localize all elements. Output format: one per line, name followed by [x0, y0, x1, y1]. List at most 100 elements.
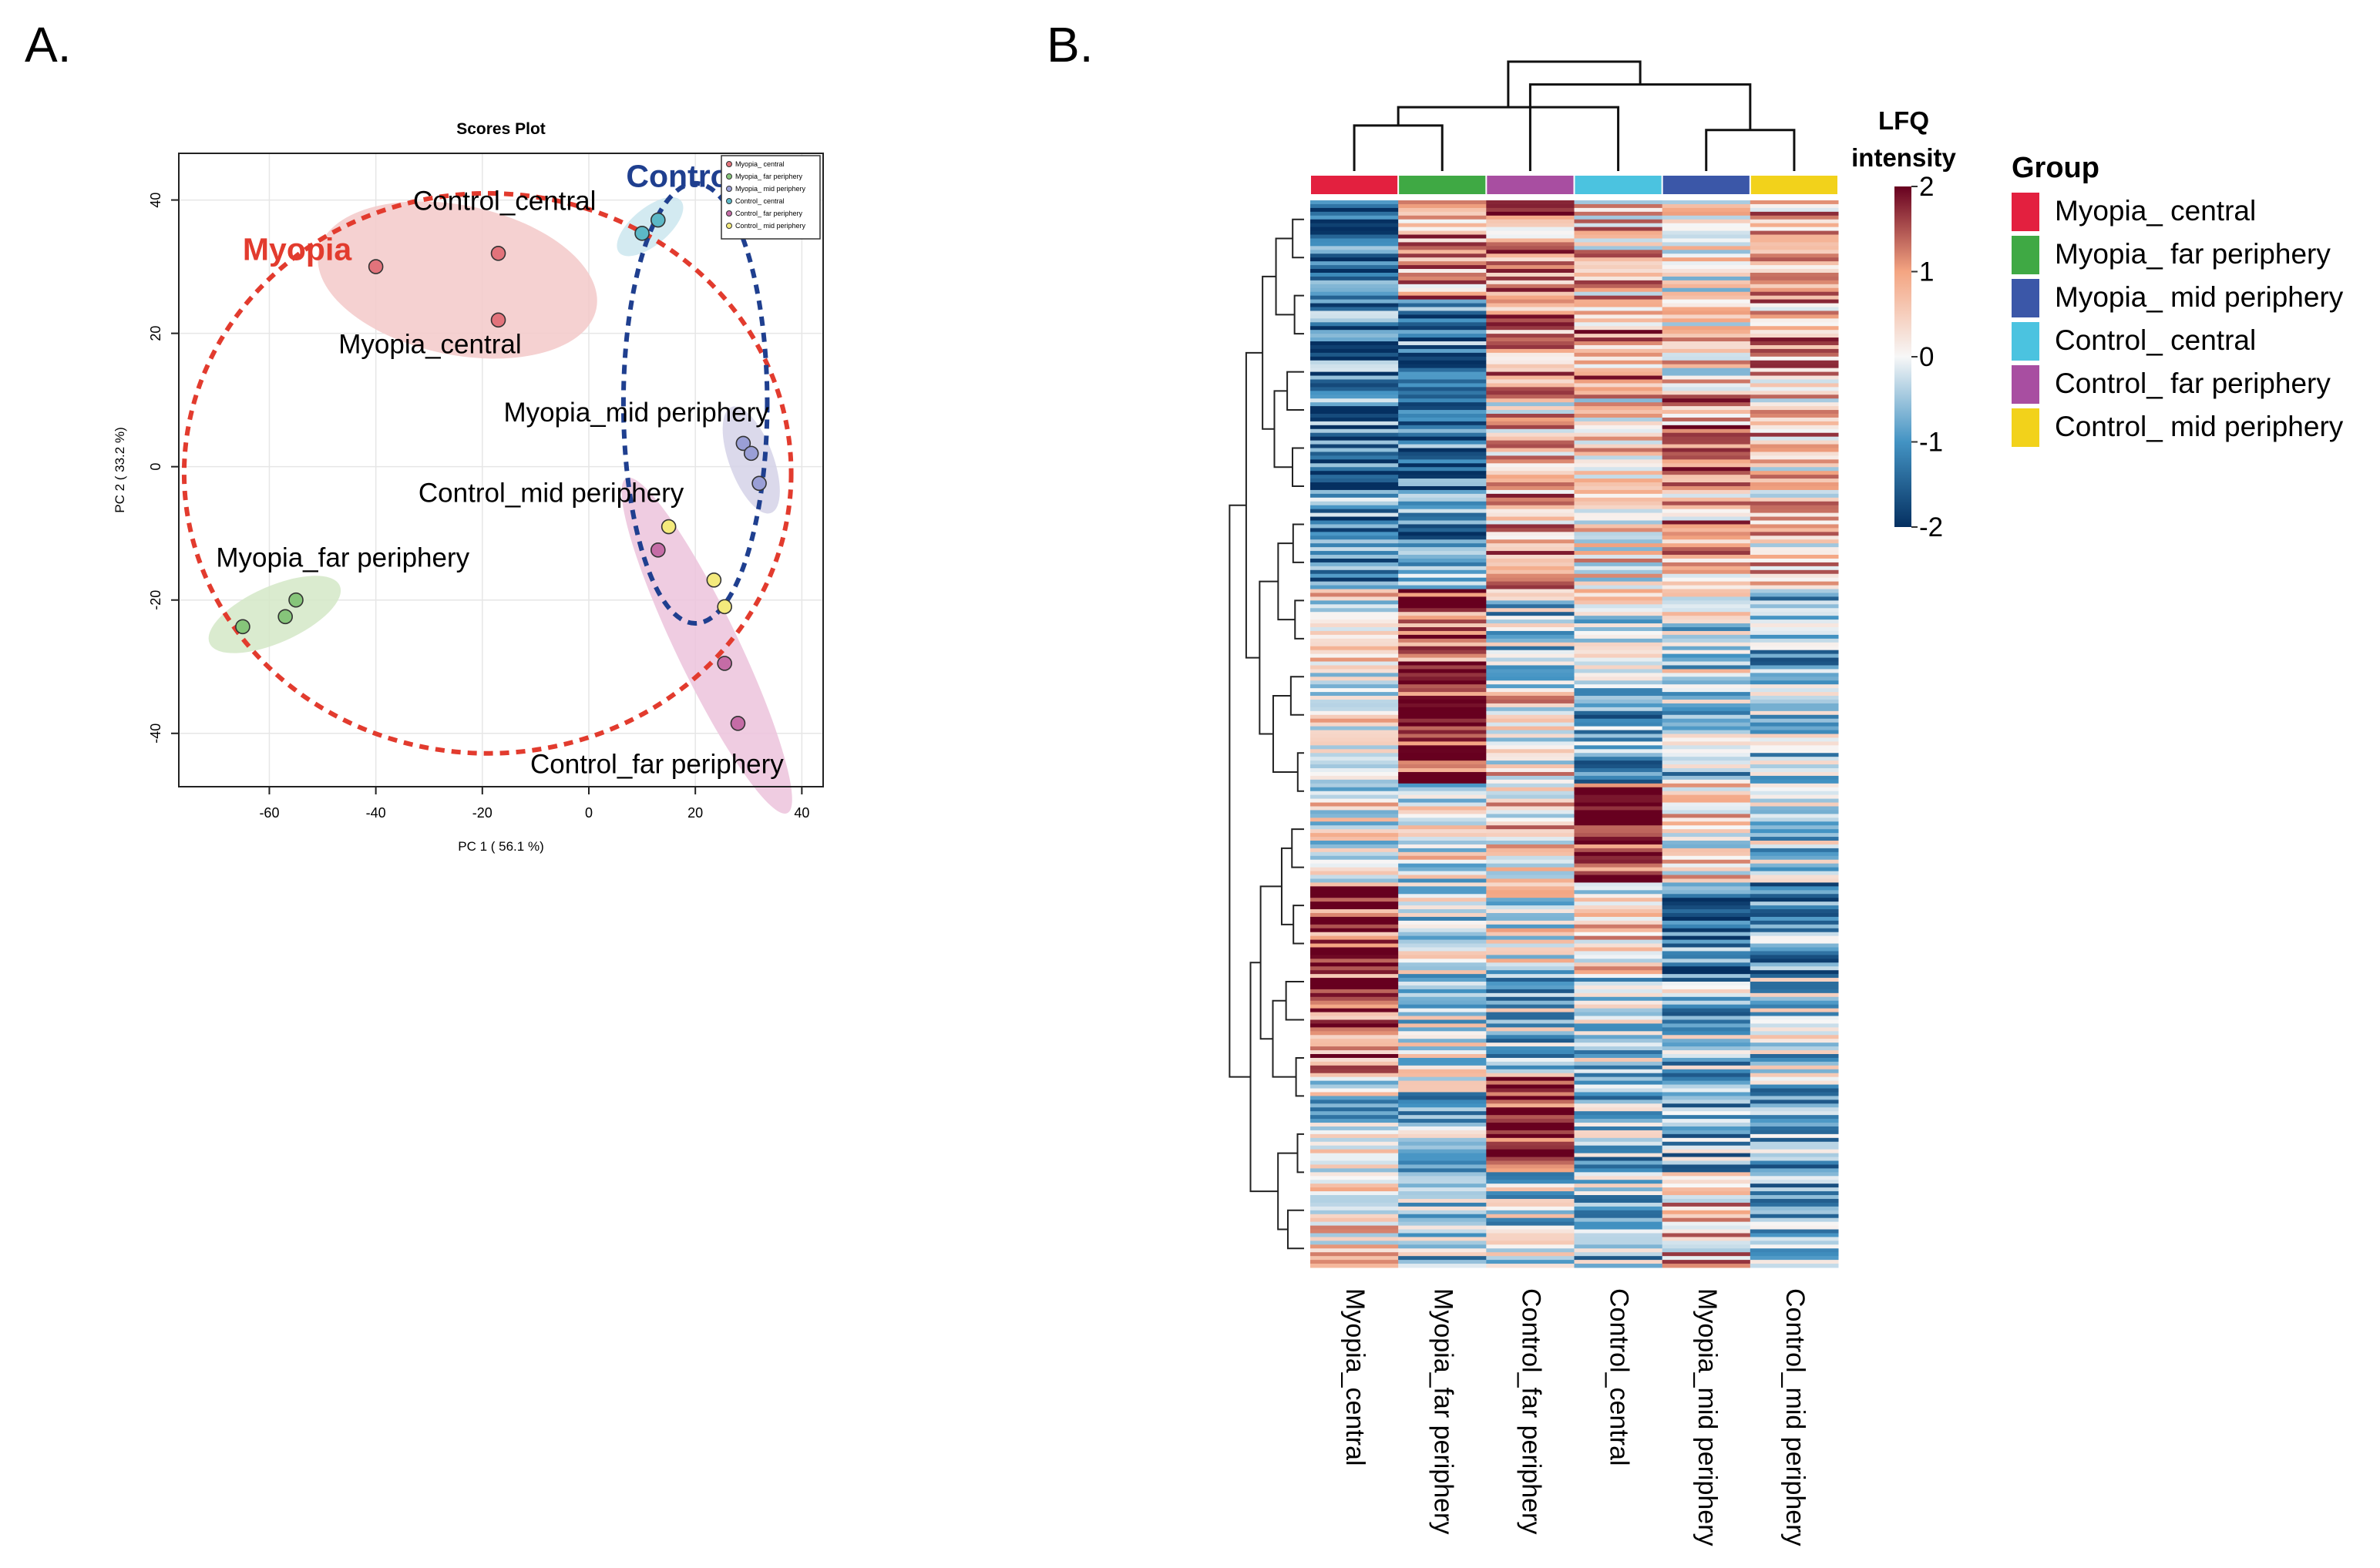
heatmap-cell	[1310, 1123, 1399, 1127]
heatmap-cell	[1486, 627, 1575, 632]
heatmap-cell	[1574, 360, 1663, 365]
heatmap-cell	[1574, 539, 1663, 544]
heatmap-cell	[1310, 280, 1399, 285]
heatmap-cell	[1310, 928, 1399, 933]
heatmap-cell	[1574, 878, 1663, 883]
heatmap-cell	[1750, 1103, 1839, 1108]
heatmap-cell	[1398, 425, 1487, 430]
heatmap-cell	[1662, 851, 1751, 857]
heatmap-cell	[1398, 203, 1487, 209]
heatmap-cell	[1486, 1264, 1575, 1268]
heatmap-cell	[1310, 951, 1399, 955]
heatmap-cell	[1310, 692, 1399, 697]
heatmap-cell	[1750, 1096, 1839, 1100]
heatmap-cell	[1750, 463, 1839, 468]
y-tick-label: -40	[148, 724, 163, 744]
heatmap-cell	[1310, 912, 1399, 918]
heatmap-cell	[1310, 238, 1399, 243]
heatmap-cell	[1750, 939, 1839, 945]
heatmap-cell	[1398, 280, 1487, 285]
heatmap-cell	[1486, 414, 1575, 418]
heatmap-cell	[1398, 1065, 1487, 1070]
heatmap-cell	[1310, 710, 1399, 716]
heatmap-cell	[1574, 741, 1663, 746]
heatmap-cell	[1310, 1092, 1399, 1096]
heatmap-cell	[1398, 596, 1487, 601]
heatmap-cell	[1750, 844, 1839, 849]
heatmap-cell	[1486, 269, 1575, 274]
group-ellipse-control	[620, 180, 770, 626]
heatmap-cell	[1574, 551, 1663, 556]
pca-legend-marker	[726, 223, 732, 229]
heatmap-cell	[1310, 844, 1399, 849]
heatmap-cell	[1310, 352, 1399, 358]
heatmap-cell	[1662, 661, 1751, 666]
heatmap-cell	[1750, 318, 1839, 323]
heatmap-cell	[1486, 532, 1575, 536]
heatmap-cell	[1486, 379, 1575, 384]
row-dendrogram-link	[1293, 294, 1304, 335]
heatmap-cell	[1574, 227, 1663, 232]
heatmap-cell	[1750, 585, 1839, 590]
heatmap-cell	[1486, 497, 1575, 502]
heatmap-cell	[1486, 364, 1575, 369]
heatmap-cell	[1486, 1164, 1575, 1169]
heatmap-cell	[1750, 1256, 1839, 1261]
heatmap-cell	[1750, 947, 1839, 952]
heatmap-cell	[1750, 478, 1839, 483]
heatmap-cell	[1574, 996, 1663, 1002]
heatmap-cell	[1574, 970, 1663, 975]
heatmap-cell	[1398, 1054, 1487, 1059]
heatmap-cell	[1486, 520, 1575, 525]
heatmap-cell	[1310, 1008, 1399, 1013]
heatmap-cell	[1398, 356, 1487, 361]
heatmap-cell	[1398, 230, 1487, 236]
heatmap-cell	[1486, 398, 1575, 403]
heatmap-cell	[1310, 1202, 1399, 1207]
heatmap-cell	[1750, 1217, 1839, 1223]
heatmap-cell	[1574, 703, 1663, 708]
heatmap-cell	[1662, 924, 1751, 929]
heatmap-cell	[1486, 314, 1575, 319]
heatmap-cell	[1486, 894, 1575, 898]
heatmap-cell	[1310, 673, 1399, 677]
heatmap-cell	[1398, 440, 1487, 445]
heatmap-cell	[1310, 1160, 1399, 1165]
heatmap-cell	[1574, 203, 1663, 209]
heatmap-cell	[1662, 764, 1751, 769]
heatmap-cell	[1310, 1126, 1399, 1131]
pca-annotation: Control_far periphery	[530, 750, 784, 780]
heatmap-cell	[1398, 539, 1487, 544]
data-point	[490, 312, 506, 328]
heatmap-cell	[1750, 764, 1839, 769]
heatmap-cell	[1662, 978, 1751, 982]
heatmap-cell	[1486, 653, 1575, 659]
heatmap-cell	[1574, 894, 1663, 898]
heatmap-cell	[1486, 1054, 1575, 1059]
heatmap-cell	[1486, 555, 1575, 559]
heatmap-cell	[1574, 882, 1663, 887]
heatmap-cell	[1310, 684, 1399, 689]
heatmap-cell	[1398, 630, 1487, 636]
heatmap-cell	[1574, 726, 1663, 731]
heatmap-cell	[1310, 203, 1399, 209]
heatmap-cell	[1750, 875, 1839, 879]
heatmap-cell	[1310, 1233, 1399, 1237]
heatmap-cell	[1574, 1126, 1663, 1131]
heatmap-cell	[1750, 951, 1839, 955]
pca-y-axis-label: PC 2 ( 33.2 %)	[113, 427, 127, 513]
heatmap-cell	[1310, 734, 1399, 738]
heatmap-cell	[1750, 1164, 1839, 1169]
heatmap-cell	[1574, 234, 1663, 239]
heatmap-cell	[1750, 1123, 1839, 1127]
heatmap-cell	[1662, 1172, 1751, 1177]
heatmap-cell	[1486, 1229, 1575, 1234]
heatmap-cell	[1486, 428, 1575, 434]
heatmap-cell	[1398, 882, 1487, 887]
heatmap-cell	[1486, 863, 1575, 868]
heatmap-cell	[1398, 1073, 1487, 1078]
heatmap-cell	[1310, 211, 1399, 217]
heatmap-cell	[1574, 1229, 1663, 1234]
heatmap-cell	[1310, 962, 1399, 967]
heatmap-cell	[1310, 783, 1399, 788]
